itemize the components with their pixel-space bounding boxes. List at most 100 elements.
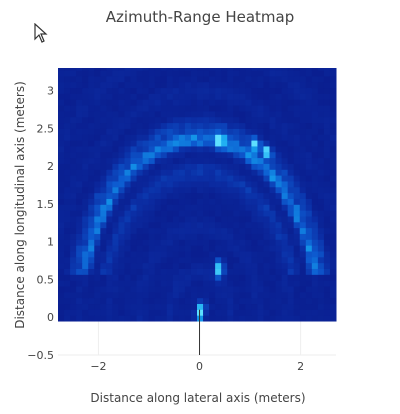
heatmap-cell <box>58 163 65 170</box>
heatmap-cell <box>76 285 83 293</box>
heatmap-cell <box>88 180 95 188</box>
heatmap-cell <box>215 268 222 275</box>
heatmap-cell <box>329 192 337 199</box>
heatmap-cell <box>329 297 337 305</box>
heatmap-cell <box>160 122 168 129</box>
heatmap-cell <box>287 262 295 269</box>
heatmap-cell <box>88 262 95 269</box>
heatmap-cell <box>64 134 71 141</box>
heatmap-cell <box>329 68 337 71</box>
heatmap-cell <box>64 204 71 211</box>
heatmap-cell <box>94 68 101 71</box>
heatmap-cell <box>82 99 89 106</box>
heatmap-cell <box>221 315 228 322</box>
heatmap-cell <box>190 204 198 211</box>
heatmap-cell <box>251 75 258 83</box>
heatmap-cell <box>136 256 144 264</box>
heatmap-cell <box>160 186 168 194</box>
heatmap-cell <box>293 309 301 316</box>
heatmap-cell <box>136 215 144 223</box>
heatmap-cell <box>64 274 71 281</box>
heatmap-cell <box>293 274 301 281</box>
heatmap-cell <box>311 75 319 83</box>
heatmap-cell <box>251 285 258 293</box>
heatmap-cell <box>293 303 301 310</box>
heatmap-cell <box>281 180 289 188</box>
heatmap-cell <box>118 210 125 217</box>
heatmap-cell <box>118 250 125 258</box>
heatmap-cell <box>197 221 204 229</box>
heatmap-cell <box>178 221 186 229</box>
heatmap-cell <box>263 239 271 246</box>
heatmap-cell <box>130 87 138 94</box>
heatmap-cell <box>275 274 283 281</box>
heatmap-cell <box>154 274 162 281</box>
heatmap-cell <box>100 110 107 118</box>
heatmap-cell <box>215 280 222 287</box>
heatmap-cell <box>197 163 204 170</box>
heatmap-cell <box>64 116 71 124</box>
heatmap-cell <box>317 163 325 170</box>
heatmap-cell <box>227 256 234 264</box>
heatmap-cell <box>178 145 186 153</box>
heatmap-cell <box>142 315 150 322</box>
heatmap-cell <box>233 75 240 83</box>
heatmap-cell <box>58 134 65 141</box>
heatmap-cell <box>215 233 222 240</box>
heatmap-cell <box>184 151 192 159</box>
heatmap-cell <box>88 250 95 258</box>
heatmap-cell <box>197 315 204 322</box>
y-tick-label: 1.5 <box>37 198 55 211</box>
heatmap-cell <box>166 116 174 124</box>
heatmap-cell <box>130 70 138 77</box>
heatmap-cell <box>178 70 186 77</box>
heatmap-cell <box>317 145 325 153</box>
heatmap-cell <box>190 297 198 305</box>
heatmap-cell <box>130 309 138 316</box>
heatmap-cell <box>184 81 192 89</box>
heatmap-cell <box>148 309 156 316</box>
heatmap-cell <box>233 93 240 100</box>
heatmap-cell <box>269 180 277 188</box>
heatmap-cell <box>215 274 222 281</box>
heatmap-cell <box>275 198 283 205</box>
heatmap-cell <box>293 285 301 293</box>
heatmap-cell <box>166 105 174 112</box>
heatmap-cell <box>106 169 113 176</box>
heatmap-cell <box>178 198 186 205</box>
heatmap-cell <box>275 70 283 77</box>
heatmap-cell <box>329 151 337 159</box>
heatmap-cell <box>154 262 162 269</box>
heatmap-cell <box>82 280 89 287</box>
heatmap-cell <box>233 134 240 141</box>
heatmap-cell <box>215 210 222 217</box>
heatmap-cell <box>197 180 204 188</box>
heatmap-cell <box>76 210 83 217</box>
heatmap-cell <box>106 315 113 322</box>
heatmap-cell <box>287 186 295 194</box>
heatmap-cell <box>287 151 295 159</box>
heatmap-cell <box>311 215 319 223</box>
heatmap-cell <box>221 227 228 234</box>
heatmap-cell <box>172 268 180 275</box>
heatmap-cell <box>245 315 252 322</box>
heatmap-cell <box>239 192 246 199</box>
heatmap-cell <box>311 210 319 217</box>
heatmap-cell <box>148 186 156 194</box>
heatmap-cell <box>70 140 77 147</box>
heatmap-cell <box>233 145 240 153</box>
heatmap-cell <box>269 239 277 246</box>
x-tick-label: −2 <box>90 360 106 373</box>
heatmap-cell <box>227 145 234 153</box>
heatmap-cell <box>142 221 150 229</box>
heatmap-cell <box>275 180 283 188</box>
heatmap-cell <box>190 274 198 281</box>
heatmap-cell <box>233 291 240 299</box>
heatmap-cell <box>160 93 168 100</box>
heatmap-cell <box>311 157 319 164</box>
heatmap-cell <box>311 303 319 310</box>
heatmap-cell <box>58 157 65 164</box>
heatmap-cell <box>239 309 246 316</box>
heatmap-cell <box>130 81 138 89</box>
